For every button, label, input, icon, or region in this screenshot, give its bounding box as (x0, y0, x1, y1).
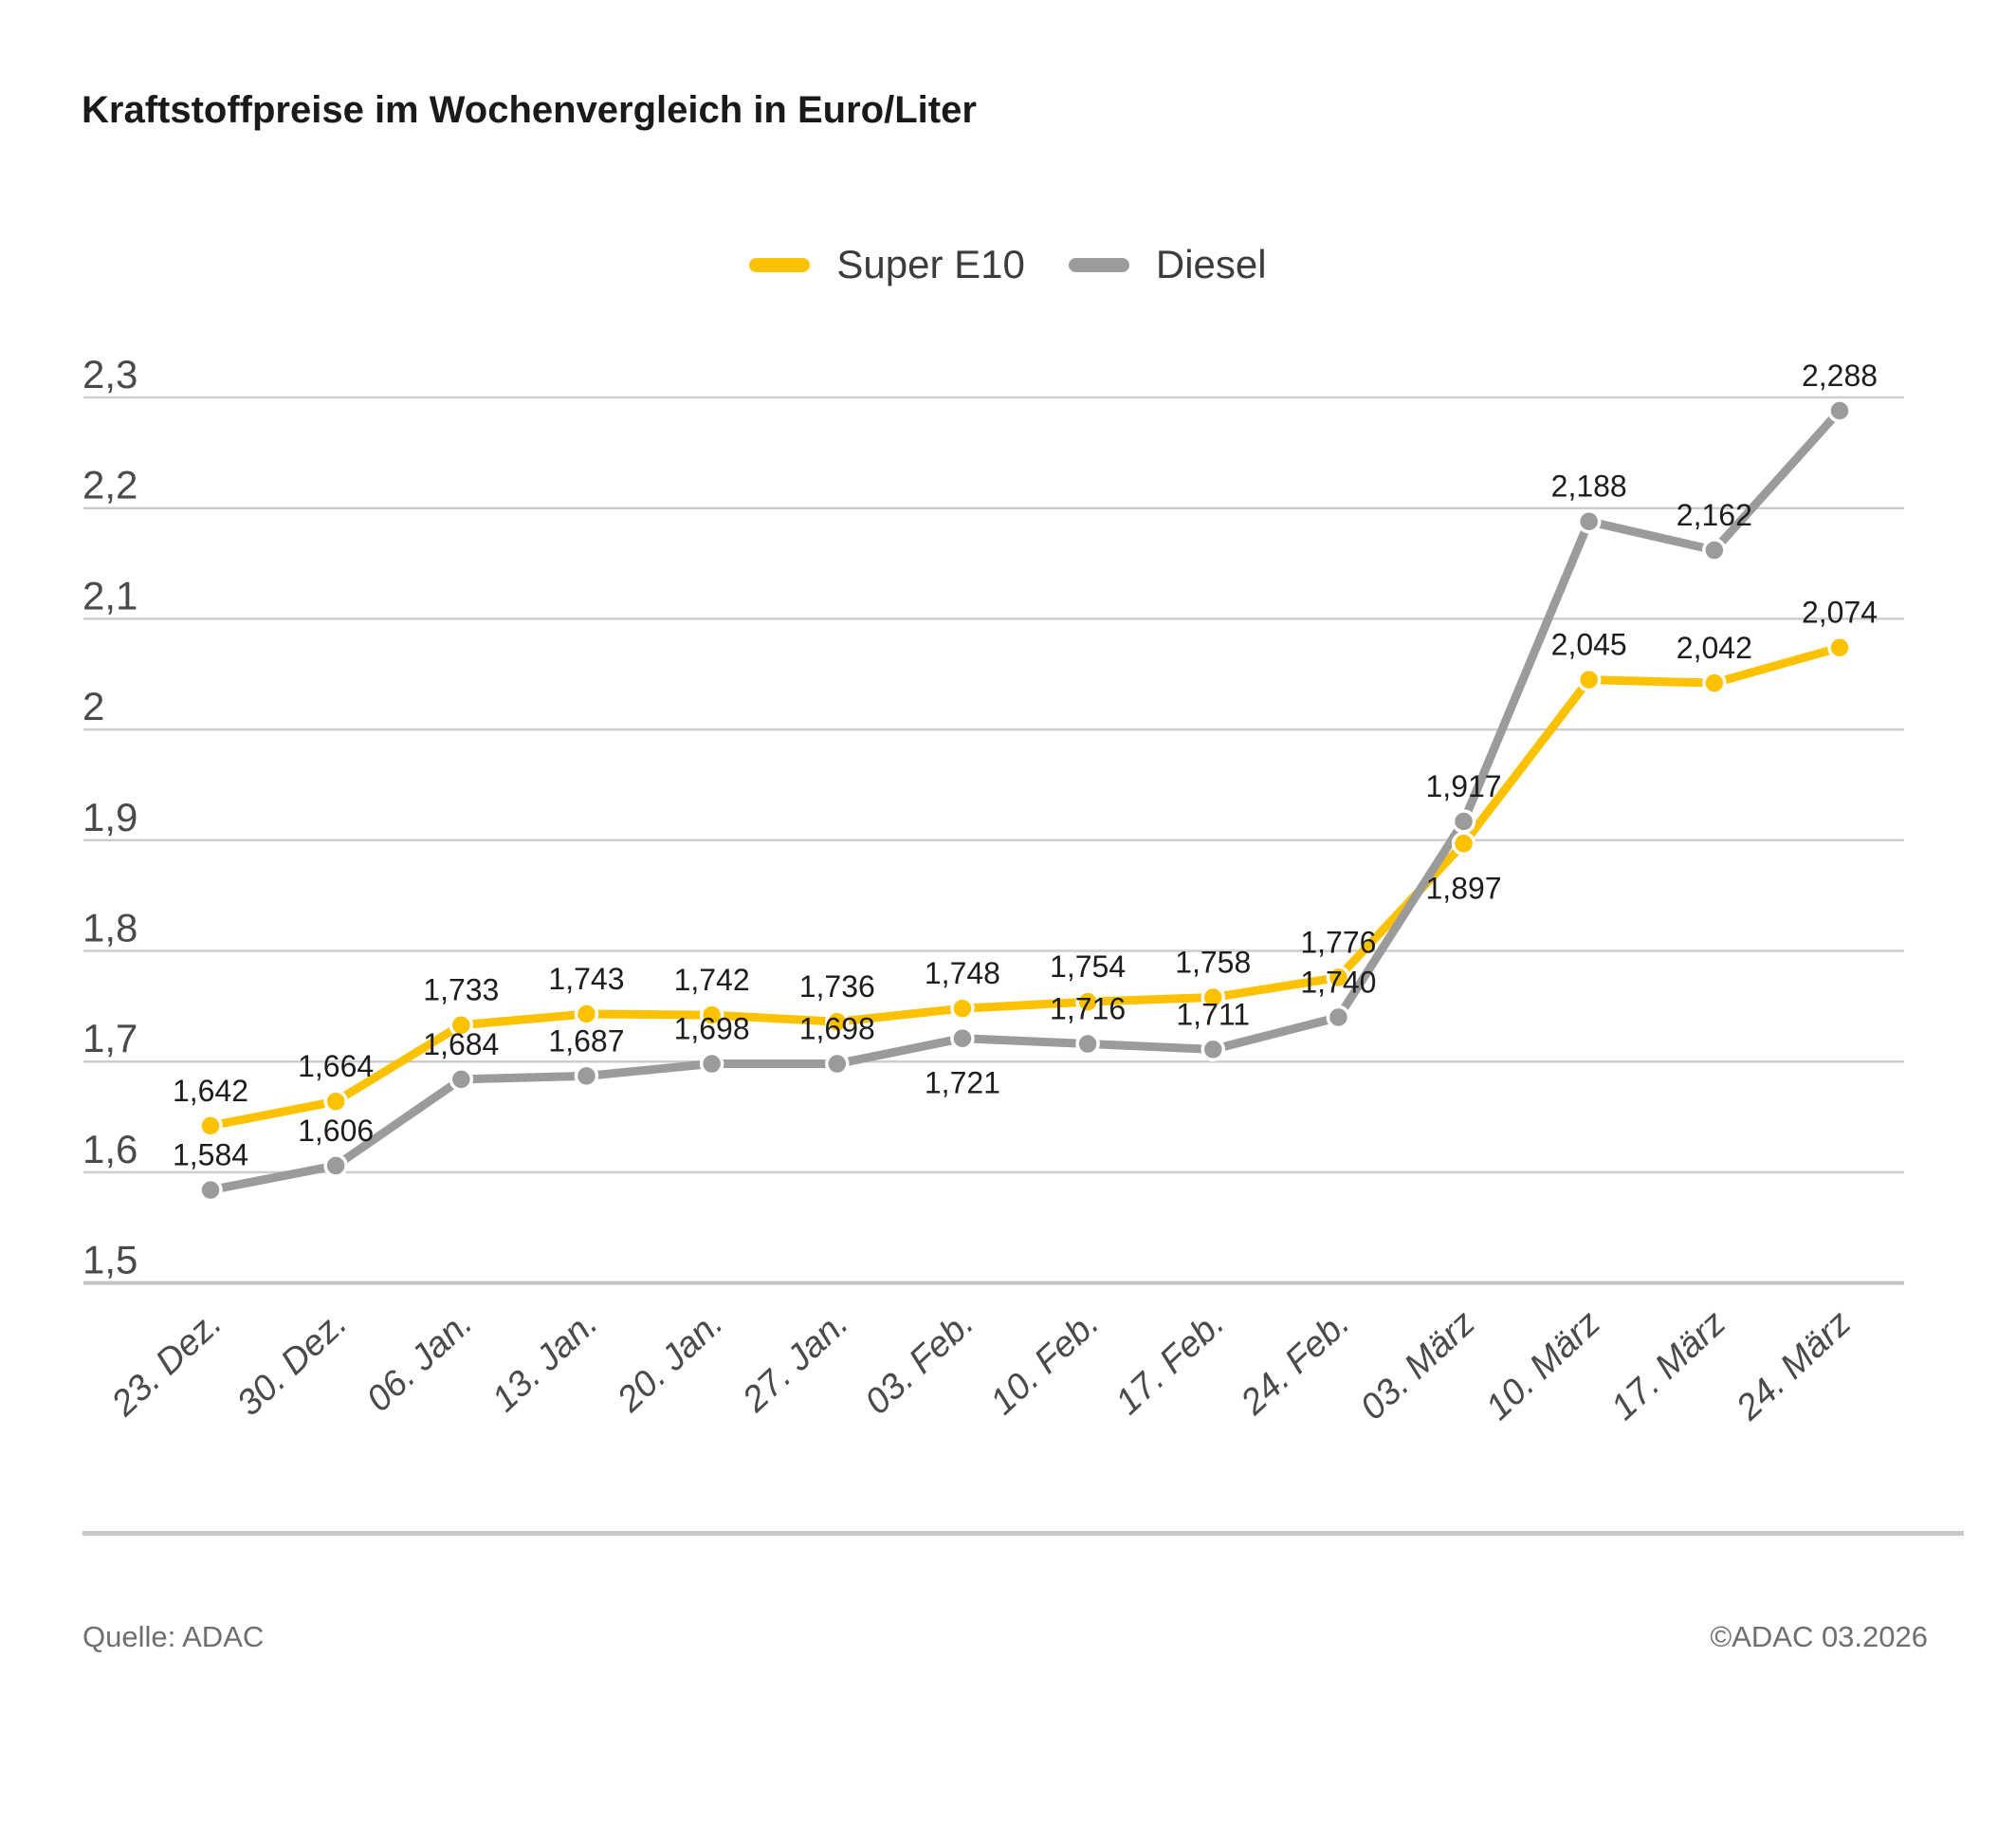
chart-legend: Super E10 Diesel (0, 245, 2016, 285)
data-point-marker-diesel (699, 1051, 724, 1077)
data-point-marker-diesel (1326, 1004, 1351, 1030)
data-point-marker-diesel (574, 1063, 599, 1089)
x-axis-label: 27. Jan. (735, 1303, 856, 1421)
x-axis-label: 20. Jan. (609, 1303, 730, 1421)
data-point-label: 2,162 (1677, 498, 1752, 532)
data-point-marker-super-e10 (574, 1002, 599, 1026)
data-point-label: 1,743 (548, 962, 624, 996)
data-point-label: 1,698 (674, 1012, 750, 1046)
x-axis-label: 10. März (1478, 1303, 1608, 1428)
x-axis-label: 10. Feb. (983, 1303, 1108, 1423)
data-point-marker-diesel (198, 1177, 223, 1203)
x-axis-label: 03. Feb. (857, 1303, 981, 1423)
data-point-label: 1,684 (423, 1027, 499, 1061)
x-axis-label: 24. März (1729, 1303, 1859, 1428)
data-point-label: 2,288 (1802, 359, 1878, 393)
data-point-marker-super-e10 (323, 1089, 348, 1114)
x-axis-label: 30. Dez. (229, 1303, 355, 1424)
y-tick-label: 2,3 (82, 352, 137, 396)
data-point-marker-super-e10 (1200, 985, 1225, 1010)
y-tick-label: 1,9 (82, 795, 137, 839)
data-point-label: 1,736 (799, 969, 875, 1004)
x-axis-label: 17. Feb. (1109, 1303, 1233, 1423)
data-point-marker-diesel (449, 1067, 474, 1092)
y-tick-label: 1,7 (82, 1016, 137, 1060)
x-axis-label: 13. Jan. (485, 1303, 606, 1420)
y-tick-label: 2 (82, 684, 104, 728)
data-point-label: 1,716 (1050, 992, 1126, 1026)
y-tick-label: 2,2 (82, 463, 137, 507)
data-point-marker-diesel (825, 1051, 850, 1077)
y-tick-label: 1,8 (82, 906, 137, 950)
data-point-label: 1,776 (1300, 926, 1376, 960)
data-point-marker-super-e10 (699, 1003, 724, 1027)
data-point-marker-diesel (1200, 1037, 1225, 1062)
data-point-marker-diesel (1075, 1031, 1100, 1057)
data-point-marker-diesel (323, 1153, 348, 1178)
y-tick-label: 1,6 (82, 1127, 137, 1171)
series-line-super-e10 (206, 643, 1844, 1131)
data-point-marker-super-e10 (1326, 965, 1351, 990)
data-point-marker-super-e10 (1451, 831, 1476, 857)
data-point-marker-super-e10 (1702, 671, 1727, 695)
data-point-label: 1,897 (1426, 871, 1502, 905)
data-point-label: 1,748 (925, 956, 1000, 990)
legend-item-diesel: Diesel (1068, 242, 1267, 286)
legend-label-super-e10: Super E10 (836, 242, 1025, 286)
footer-divider (82, 1531, 1964, 1536)
data-point-marker-diesel (1702, 538, 1727, 562)
data-point-marker-super-e10 (950, 996, 975, 1021)
x-axis-label: 24. Feb. (1233, 1303, 1357, 1423)
data-point-label: 1,687 (548, 1023, 624, 1058)
data-point-marker-super-e10 (1827, 635, 1852, 660)
data-point-marker-super-e10 (825, 1009, 850, 1034)
data-point-label: 2,074 (1802, 596, 1878, 630)
data-point-marker-diesel (950, 1025, 975, 1051)
series-line-diesel (206, 406, 1844, 1195)
data-point-label: 1,711 (1176, 997, 1250, 1031)
data-point-label: 1,740 (1300, 966, 1376, 1000)
data-point-marker-diesel (1451, 809, 1476, 834)
data-point-label: 2,188 (1551, 470, 1627, 504)
data-point-marker-diesel (1827, 398, 1852, 423)
data-point-label: 1,754 (1050, 949, 1126, 984)
data-point-marker-super-e10 (1576, 667, 1602, 692)
data-point-label: 1,642 (173, 1074, 248, 1108)
legend-label-diesel: Diesel (1155, 242, 1267, 286)
data-point-label: 1,584 (173, 1138, 248, 1172)
data-point-marker-super-e10 (449, 1012, 474, 1038)
data-point-label: 1,606 (298, 1114, 374, 1148)
legend-swatch-diesel (1068, 257, 1129, 272)
data-point-label: 1,721 (925, 1066, 1000, 1100)
copyright-note: ©ADAC 03.2026 (1710, 1620, 1928, 1653)
legend-item-super-e10: Super E10 (749, 242, 1025, 286)
data-point-label: 2,045 (1551, 628, 1627, 662)
page-title: Kraftstoffpreise im Wochenvergleich in E… (82, 89, 977, 131)
data-point-marker-super-e10 (1075, 989, 1100, 1014)
x-axis-label: 03. März (1353, 1303, 1483, 1428)
data-point-label: 1,758 (1175, 946, 1251, 980)
data-point-label: 2,042 (1677, 631, 1752, 665)
data-point-label: 1,742 (674, 963, 750, 997)
x-axis-label: 17. März (1604, 1303, 1733, 1428)
data-point-label: 1,664 (298, 1049, 374, 1083)
data-point-label: 1,698 (799, 1012, 875, 1046)
x-axis-label: 23. Dez. (103, 1303, 229, 1425)
y-tick-label: 1,5 (82, 1238, 137, 1282)
x-axis-label: 06. Jan. (359, 1303, 481, 1420)
data-point-marker-diesel (1576, 508, 1602, 534)
data-point-label: 1,917 (1426, 769, 1502, 803)
data-point-marker-super-e10 (198, 1114, 223, 1138)
y-tick-label: 2,1 (82, 573, 137, 617)
legend-swatch-super-e10 (749, 257, 811, 272)
source-note: Quelle: ADAC (82, 1620, 265, 1653)
data-point-label: 1,733 (423, 973, 499, 1007)
